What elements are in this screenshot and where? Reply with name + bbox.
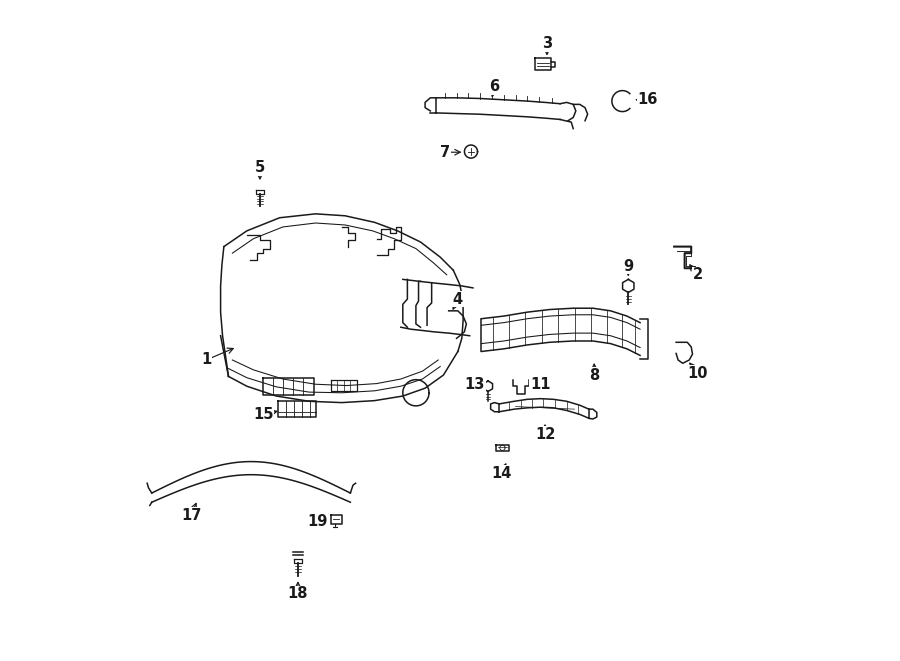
- Text: 13: 13: [464, 377, 485, 392]
- Text: 11: 11: [530, 377, 551, 392]
- Text: 8: 8: [590, 368, 599, 383]
- Text: 10: 10: [688, 366, 708, 381]
- Text: 9: 9: [623, 258, 634, 274]
- Text: 12: 12: [535, 426, 555, 442]
- Text: 16: 16: [638, 93, 658, 107]
- Text: 3: 3: [542, 36, 552, 51]
- Text: 7: 7: [440, 145, 450, 160]
- Text: 1: 1: [201, 352, 212, 368]
- Text: 5: 5: [255, 161, 265, 175]
- Text: 17: 17: [181, 508, 202, 523]
- Text: 18: 18: [288, 586, 308, 602]
- Text: 14: 14: [491, 466, 511, 481]
- Text: 19: 19: [308, 514, 328, 529]
- Text: 4: 4: [453, 292, 463, 307]
- Text: 6: 6: [490, 79, 500, 94]
- Text: 2: 2: [693, 267, 703, 282]
- Text: 15: 15: [253, 407, 274, 422]
